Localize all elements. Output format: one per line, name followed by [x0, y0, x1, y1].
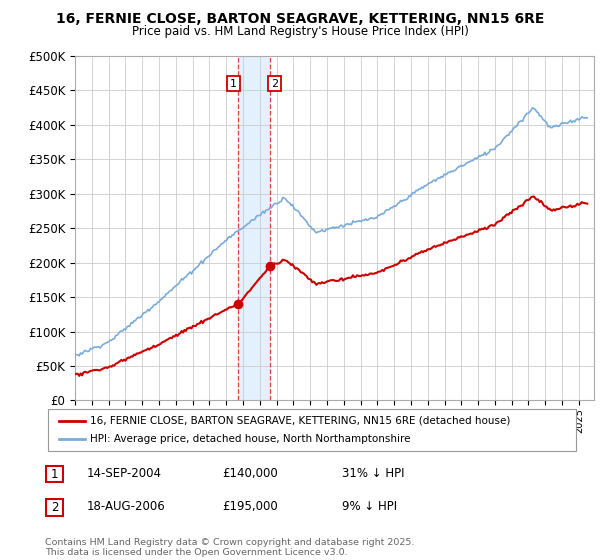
Text: 31% ↓ HPI: 31% ↓ HPI — [342, 466, 404, 480]
Text: 1: 1 — [230, 78, 237, 88]
Text: 9% ↓ HPI: 9% ↓ HPI — [342, 500, 397, 514]
FancyBboxPatch shape — [46, 466, 63, 482]
Text: 18-AUG-2006: 18-AUG-2006 — [87, 500, 166, 514]
FancyBboxPatch shape — [46, 500, 63, 516]
Text: 16, FERNIE CLOSE, BARTON SEAGRAVE, KETTERING, NN15 6RE (detached house): 16, FERNIE CLOSE, BARTON SEAGRAVE, KETTE… — [90, 416, 511, 426]
Text: Price paid vs. HM Land Registry's House Price Index (HPI): Price paid vs. HM Land Registry's House … — [131, 25, 469, 38]
FancyBboxPatch shape — [48, 409, 576, 451]
Text: £195,000: £195,000 — [222, 500, 278, 514]
Text: Contains HM Land Registry data © Crown copyright and database right 2025.
This d: Contains HM Land Registry data © Crown c… — [45, 538, 415, 557]
Bar — [238, 56, 270, 400]
Text: 2: 2 — [51, 501, 58, 514]
Text: 2: 2 — [271, 78, 278, 88]
Text: HPI: Average price, detached house, North Northamptonshire: HPI: Average price, detached house, Nort… — [90, 434, 411, 444]
Text: £140,000: £140,000 — [222, 466, 278, 480]
Text: 14-SEP-2004: 14-SEP-2004 — [87, 466, 162, 480]
Text: 16, FERNIE CLOSE, BARTON SEAGRAVE, KETTERING, NN15 6RE: 16, FERNIE CLOSE, BARTON SEAGRAVE, KETTE… — [56, 12, 544, 26]
Text: 1: 1 — [51, 468, 58, 480]
